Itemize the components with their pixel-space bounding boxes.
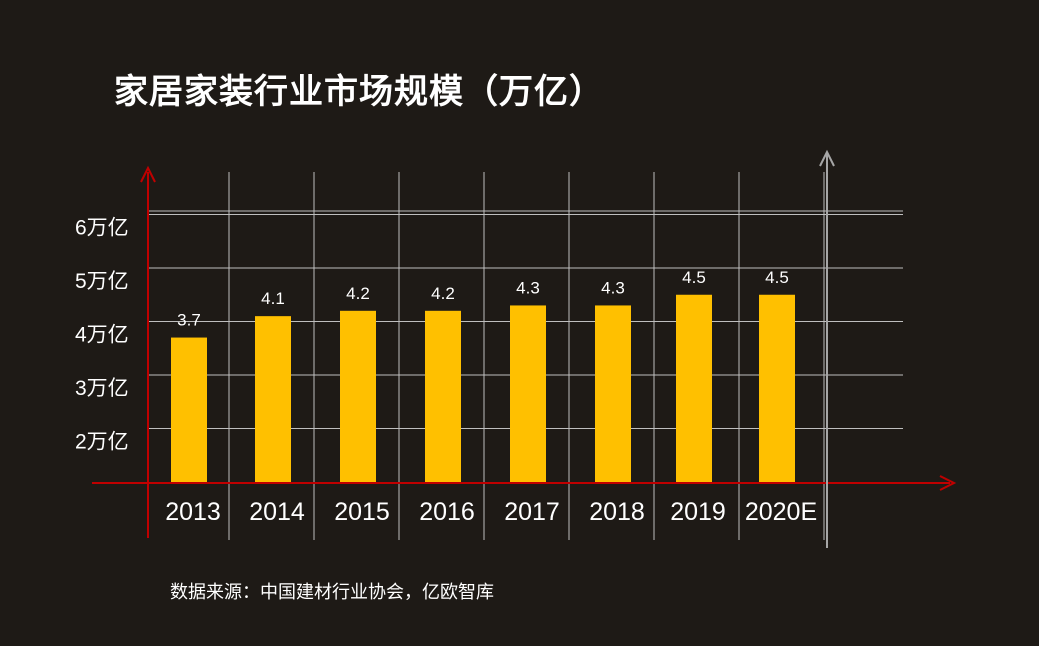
x-tick-label: 2014 bbox=[249, 498, 305, 526]
y-tick-label: 4万亿 bbox=[75, 324, 129, 347]
axis-layer bbox=[92, 149, 957, 548]
data-label: 4.5 bbox=[682, 268, 706, 287]
x-tick-label: 2016 bbox=[419, 498, 475, 526]
y-tick-label: 5万亿 bbox=[75, 270, 129, 293]
chart-title: 家居家装行业市场规模（万亿） bbox=[114, 72, 604, 112]
x-tick-label: 2019 bbox=[670, 498, 726, 526]
y-axis-arrow bbox=[140, 165, 156, 183]
bar bbox=[425, 310, 461, 482]
data-label: 4.3 bbox=[601, 278, 625, 297]
x-axis-arrow bbox=[939, 475, 957, 491]
x-tick-label: 2017 bbox=[504, 498, 560, 526]
data-label: 4.3 bbox=[516, 278, 540, 297]
y-tick-label: 3万亿 bbox=[75, 377, 129, 400]
data-label: 3.7 bbox=[177, 311, 201, 330]
bar bbox=[340, 310, 376, 482]
data-label: 4.2 bbox=[431, 284, 455, 303]
bar bbox=[171, 337, 207, 482]
data-label: 4.5 bbox=[765, 268, 789, 287]
data-label: 4.1 bbox=[261, 289, 285, 308]
x-tick-label: 2020E bbox=[745, 498, 817, 526]
bar bbox=[759, 294, 795, 482]
bar bbox=[595, 305, 631, 482]
right-axis-arrow bbox=[819, 149, 835, 167]
x-tick-label: 2015 bbox=[334, 498, 390, 526]
bar bbox=[510, 305, 546, 482]
bar bbox=[255, 316, 291, 482]
y-tick-label: 2万亿 bbox=[75, 431, 129, 454]
label-layer: 2万亿 3万亿 4万亿 5万亿 6万亿 3.7 2013 4.1 2014 4.2 2015 4.2 2… bbox=[75, 217, 817, 527]
x-tick-label: 2018 bbox=[589, 498, 645, 526]
bar bbox=[676, 294, 712, 482]
source-note: 数据来源：中国建材行业协会，亿欧智库 bbox=[170, 582, 494, 603]
data-label: 4.2 bbox=[346, 284, 370, 303]
x-tick-label: 2013 bbox=[165, 498, 221, 526]
y-tick-label: 6万亿 bbox=[75, 217, 129, 240]
bar-layer bbox=[171, 294, 795, 482]
